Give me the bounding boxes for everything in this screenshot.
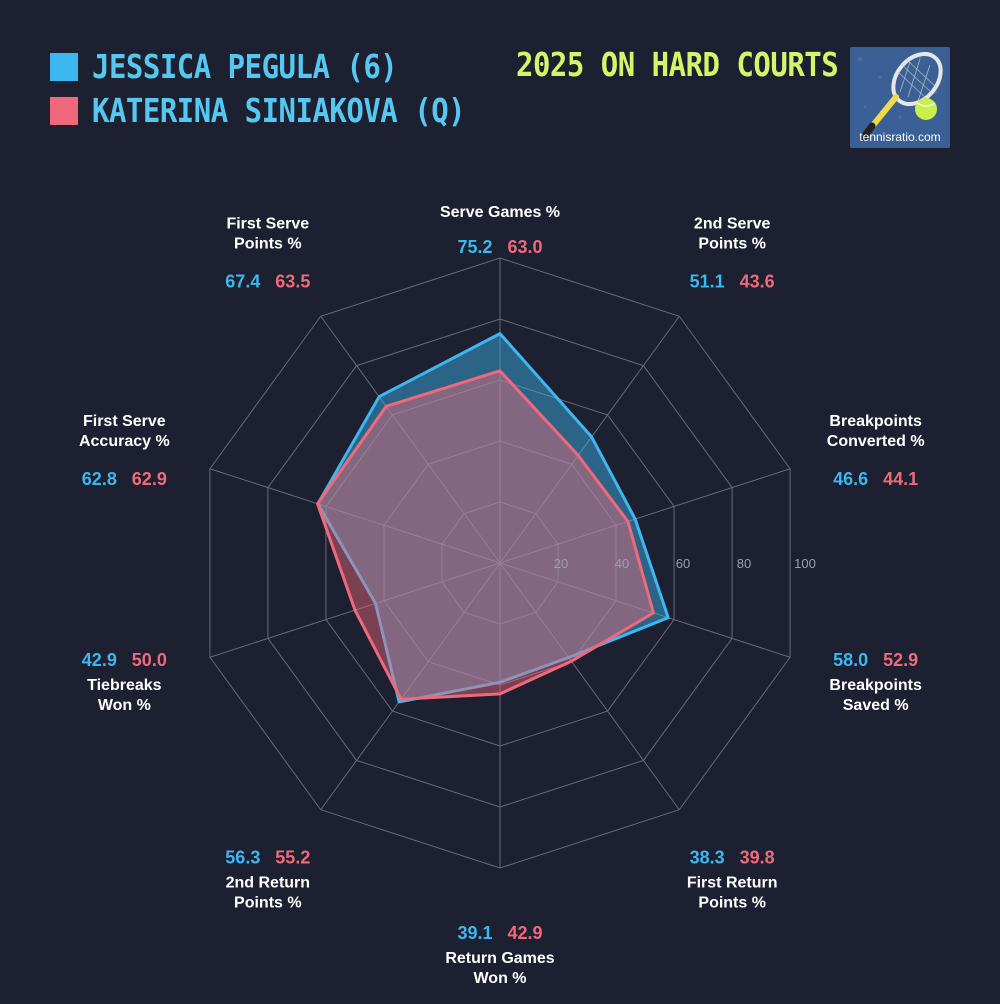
- value-label-siniakova: 42.9: [507, 923, 542, 943]
- grid-spoke: [499, 468, 791, 564]
- grid-spoke: [499, 315, 680, 564]
- series-area-siniakova: [316, 369, 655, 701]
- tick-label-40: 40: [615, 556, 629, 571]
- value-label-siniakova: 43.6: [740, 271, 775, 291]
- tennis-racket-icon: [850, 47, 950, 148]
- axis-label: Points %: [234, 235, 302, 252]
- legend-label-pegula: JESSICA PEGULA (6): [92, 47, 398, 87]
- value-label-pegula: 38.3: [690, 848, 725, 868]
- value-label-pegula: 75.2: [457, 237, 492, 257]
- axis-label: First Serve: [226, 215, 309, 232]
- axis-label: Serve Games %: [440, 204, 560, 221]
- legend: JESSICA PEGULA (6) KATERINA SINIAKOVA (Q…: [50, 46, 466, 134]
- series-area-pegula: [316, 332, 670, 704]
- tick-label-20: 20: [554, 556, 568, 571]
- legend-swatch-siniakova: [50, 97, 78, 125]
- value-label-pegula: 62.8: [82, 469, 117, 489]
- axis-label: Converted %: [827, 433, 925, 450]
- value-label-siniakova: 44.1: [883, 469, 918, 489]
- tennisratio-logo: tennisratio.com: [850, 47, 950, 148]
- grid-spoke: [499, 562, 791, 658]
- axis-label: Points %: [698, 895, 766, 912]
- value-label-siniakova: 52.9: [883, 650, 918, 670]
- value-label-siniakova: 39.8: [740, 848, 775, 868]
- legend-item-siniakova: KATERINA SINIAKOVA (Q): [50, 90, 466, 132]
- logo-text: tennisratio.com: [859, 130, 941, 144]
- grid-spoke: [320, 315, 501, 564]
- value-label-pegula: 58.0: [833, 650, 868, 670]
- axis-label: Accuracy %: [79, 433, 170, 450]
- value-label-siniakova: 62.9: [132, 469, 167, 489]
- grid-spoke: [320, 562, 501, 811]
- value-label-pegula: 67.4: [225, 271, 260, 291]
- axis-label: Breakpoints: [829, 677, 922, 694]
- axis-label: Return Games: [445, 950, 554, 967]
- chart-title: 2025 ON HARD COURTS: [516, 45, 839, 85]
- value-label-pegula: 39.1: [457, 923, 492, 943]
- axis-label: First Return: [687, 875, 778, 892]
- legend-label-siniakova: KATERINA SINIAKOVA (Q): [92, 91, 466, 131]
- legend-item-pegula: JESSICA PEGULA (6): [50, 46, 465, 88]
- axis-label: Breakpoints: [829, 413, 922, 430]
- axis-label: Won %: [98, 697, 151, 714]
- axis-label: First Serve: [83, 413, 166, 430]
- grid-spoke: [499, 562, 680, 811]
- axis-label: Saved %: [843, 697, 909, 714]
- legend-swatch-pegula: [50, 53, 78, 81]
- axis-label: Won %: [473, 970, 526, 987]
- tick-label-100: 100: [794, 556, 816, 571]
- axis-label: Points %: [698, 235, 766, 252]
- value-label-siniakova: 63.5: [275, 271, 310, 291]
- axis-label: 2nd Return: [226, 875, 310, 892]
- value-label-pegula: 42.9: [82, 650, 117, 670]
- value-label-pegula: 46.6: [833, 469, 868, 489]
- value-label-pegula: 51.1: [690, 271, 725, 291]
- value-label-siniakova: 63.0: [507, 237, 542, 257]
- value-label-siniakova: 55.2: [275, 848, 310, 868]
- tick-label-60: 60: [676, 556, 690, 571]
- value-label-siniakova: 50.0: [132, 650, 167, 670]
- value-label-pegula: 56.3: [225, 848, 260, 868]
- grid-spoke: [209, 468, 501, 564]
- axis-label: Points %: [234, 895, 302, 912]
- tick-label-80: 80: [737, 556, 751, 571]
- axis-label: Tiebreaks: [87, 677, 162, 694]
- axis-label: 2nd Serve: [694, 215, 771, 232]
